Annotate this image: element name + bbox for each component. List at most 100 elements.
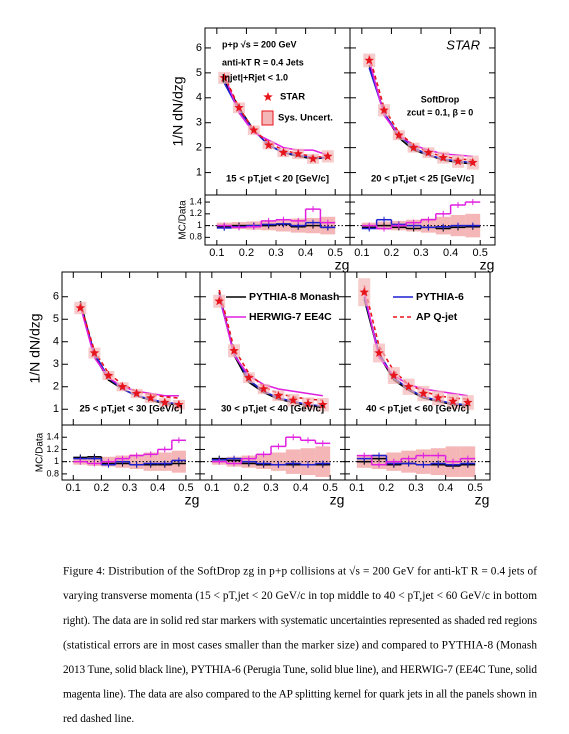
legend-label: Sys. Uncert. <box>278 113 333 124</box>
star-marker <box>418 388 429 398</box>
x-tick-label: 0.5 <box>323 482 338 494</box>
ratio-y-tick-label: 1.4 <box>189 196 202 206</box>
x-axis-label: zg <box>185 492 200 508</box>
star-marker <box>408 142 419 152</box>
x-tick-label: 0.1 <box>209 247 224 259</box>
star-marker <box>453 156 463 166</box>
x-axis-label: zg <box>330 492 345 508</box>
star-marker <box>394 130 404 140</box>
ratio-frame <box>349 194 496 246</box>
y-tick-label: 1 <box>53 403 59 415</box>
model-curve <box>218 294 323 397</box>
legend-label: PYTHIA-8 Monash <box>249 291 339 303</box>
x-tick-label: 0.5 <box>178 482 193 494</box>
main-frame <box>204 27 351 196</box>
panel: 0.1 0.2 0.3 0.4 0.5zg 40 < pT,jet < 60 [GeV/c… <box>344 271 491 508</box>
star-marker <box>448 396 458 406</box>
x-tick-label: 0.5 <box>328 247 343 259</box>
star-marker <box>244 372 254 382</box>
caption-line: (statistical errors are in most cases sm… <box>63 639 537 651</box>
ratio-y-tick-label: 1 <box>197 220 202 230</box>
annotation: |ηjet|+Rjet < 1.0 <box>222 72 288 82</box>
caption-line: red dashed line. <box>63 713 134 725</box>
annotation: zcut = 0.1, β = 0 <box>407 107 474 117</box>
x-tick-label: 0.3 <box>413 247 428 259</box>
star-marker <box>468 157 478 167</box>
x-axis-label: zg <box>480 257 495 273</box>
star-marker <box>389 370 399 380</box>
x-tick-label: 0.1 <box>204 482 219 494</box>
x-tick-label: 0.2 <box>384 247 399 259</box>
star-marker <box>219 72 229 82</box>
x-tick-label: 0.5 <box>468 482 483 494</box>
model-curve <box>223 75 329 156</box>
panel: 0.1 0.2 0.3 0.4 0.5zg 20 < pT,jet < 25 [GeV/c… <box>349 27 496 273</box>
ratio-y-tick-label: 0.8 <box>46 468 59 478</box>
star-marker <box>278 147 289 157</box>
star-marker <box>374 348 384 358</box>
y-axis-label: 1/N dN/dzg <box>170 76 186 146</box>
star-marker <box>379 105 389 115</box>
star-marker <box>303 398 313 408</box>
star-marker <box>75 303 86 313</box>
legend-label: STAR <box>280 92 305 103</box>
star-marker <box>160 397 170 407</box>
panel: 1 2 3 4 5 6 0.8 1 1.2 1.4 0.1 0.2 0.3 0.4 0.5 1/N dN/dz… <box>27 271 201 508</box>
x-tick-label: 0.5 <box>473 247 488 259</box>
y-tick-label: 5 <box>196 67 202 79</box>
y-tick-label: 2 <box>53 381 59 393</box>
legend-label: AP Q-jet <box>416 311 458 323</box>
pt-label: 25 < pT,jet < 30 [GeV/c] <box>80 404 183 415</box>
y-tick-label: 1 <box>196 166 202 178</box>
star-marker <box>229 345 239 355</box>
y-tick-label: 6 <box>53 291 59 303</box>
caption-line: Figure 4: Distribution of the SoftDrop z… <box>63 566 537 578</box>
x-tick-label: 0.2 <box>239 247 254 259</box>
panel: 0.1 0.2 0.3 0.4 0.5zg 30 < pT,jet < 40 [GeV/c… <box>199 271 346 508</box>
star-marker <box>214 296 224 306</box>
star-marker <box>423 147 434 157</box>
y-tick-label: 3 <box>196 117 202 129</box>
y-axis-label: 1/N dN/dzg <box>27 313 43 383</box>
star-marker <box>323 151 333 161</box>
star-marker <box>359 287 369 297</box>
y-tick-label: 6 <box>196 42 202 54</box>
ratio-y-axis-label: MC/Data <box>35 432 46 472</box>
x-tick-label: 0.4 <box>298 247 313 259</box>
x-axis-label: zg <box>335 257 350 273</box>
star-marker <box>174 399 184 409</box>
star-marker <box>258 384 269 394</box>
ratio-y-tick-label: 1 <box>54 456 59 466</box>
x-tick-label: 0.4 <box>293 482 308 494</box>
ratio-y-tick-label: 1.2 <box>189 208 202 218</box>
ratio-frame <box>344 424 491 481</box>
pt-label: 15 < pT,jet < 20 [GeV/c] <box>226 174 329 185</box>
star-marker <box>293 148 303 158</box>
x-axis-label: zg <box>475 492 490 508</box>
model-curve <box>79 305 179 397</box>
star-marker <box>308 153 318 163</box>
x-tick-label: 0.4 <box>443 247 458 259</box>
ratio-y-tick-label: 1.4 <box>46 432 59 442</box>
ratio-y-tick-label: 0.8 <box>189 232 202 242</box>
x-tick-label: 0.1 <box>66 482 81 494</box>
y-tick-label: 5 <box>53 313 59 325</box>
sys-band <box>300 448 316 476</box>
x-tick-label: 0.3 <box>268 247 283 259</box>
star-marker <box>288 395 298 405</box>
star-marker <box>131 388 142 398</box>
caption-line: varying transverse momenta (15 < pT,jet … <box>63 590 537 602</box>
star-marker <box>263 140 274 150</box>
caption-line: magenta line). The data are also compare… <box>63 689 537 701</box>
caption-line: 2013 Tune, solid black line), PYTHIA-6 (… <box>63 664 537 676</box>
x-tick-label: 0.2 <box>379 482 394 494</box>
star-marker <box>249 125 259 135</box>
annotation: STAR <box>446 37 480 52</box>
star-marker <box>318 399 328 409</box>
y-tick-label: 2 <box>196 142 202 154</box>
legend-label: HERWIG-7 EE4C <box>249 311 332 323</box>
star-marker <box>433 393 443 403</box>
annotation: p+p √s = 200 GeV <box>222 39 296 49</box>
x-tick-label: 0.1 <box>354 247 369 259</box>
y-tick-label: 4 <box>196 92 202 104</box>
